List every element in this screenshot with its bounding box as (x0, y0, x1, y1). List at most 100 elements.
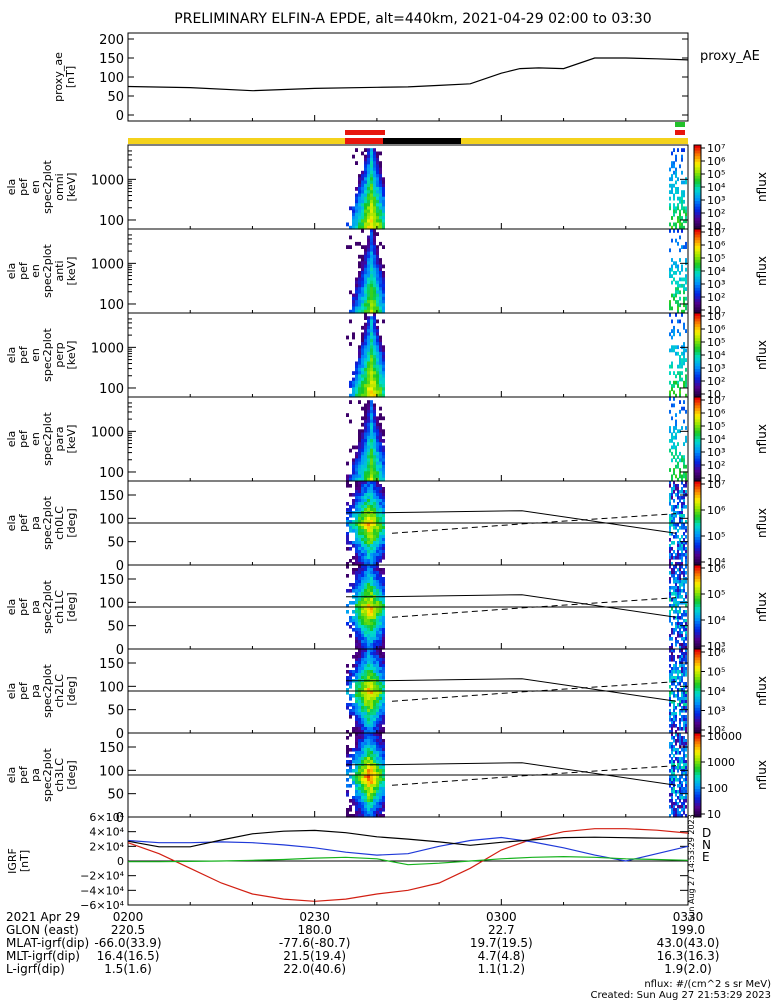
pa-ch2-tile (673, 724, 675, 728)
pa-ch2-tile (364, 658, 367, 662)
pa-ch3-tile (382, 808, 385, 812)
pa-ch0-tile (355, 553, 358, 557)
pa-ch2-tile (370, 691, 373, 695)
pa-ch0-tile (382, 505, 385, 509)
pa-ch3-tile (683, 778, 685, 782)
spec-omni-tile (376, 187, 379, 191)
pa-ch2-tile (683, 688, 685, 692)
pa-ch3-tile (685, 796, 687, 800)
spec-anti-tile (373, 280, 376, 285)
pa-ch2-tile (379, 691, 382, 695)
pa-ch0-ylabel-line-4: ch0LC (53, 506, 66, 540)
pa-ch3-colorbar-step (694, 744, 701, 748)
pa-ch1-tile (669, 589, 671, 593)
spec-para-tile (379, 461, 382, 466)
spec-para-tile (367, 448, 370, 453)
pa-ch1-colorbar-step (694, 567, 701, 572)
pa-ch0-tile (364, 562, 367, 566)
spec-omni-tile (671, 164, 673, 169)
spec-para-tile (376, 474, 379, 479)
pa-ch2-tile (364, 694, 367, 698)
spec-para-cb-label-3: 10⁴ (707, 433, 726, 446)
pa-ch2-tile (683, 670, 685, 674)
pa-ch0-tile (346, 562, 349, 566)
spec-anti-colorbar-step (694, 273, 701, 278)
spec-omni-tile (679, 219, 681, 224)
pa-ch2-tiles (346, 649, 687, 734)
spec-anti-tile (681, 245, 683, 249)
spec-para-tile (673, 435, 675, 440)
spec-anti-tile (376, 280, 379, 285)
pa-ch0-tile (681, 547, 683, 551)
pa-ch1-ylabel-line-3: spec2plot (41, 580, 54, 634)
spec-omni-tile (681, 196, 683, 201)
pa-ch0-tile (379, 547, 382, 551)
pa-ch3-tile (376, 778, 379, 782)
pa-ch1-tile (379, 592, 382, 596)
pa-ch1-tile (679, 574, 681, 578)
ae-ytick-label-3: 150 (99, 52, 124, 67)
spec-omni-tile (361, 190, 364, 194)
pa-ch2-tile (352, 706, 355, 710)
pa-ch3-tile (675, 739, 677, 743)
pa-ch1-tile (376, 631, 379, 635)
spec-omni-tile (373, 225, 376, 230)
spec-anti-tile (367, 306, 370, 311)
pa-ch0-tile (358, 520, 361, 524)
pa-ch0-tile (673, 484, 675, 488)
spec-perp-tile (364, 390, 367, 395)
pa-ch3-colorbar-step (694, 747, 701, 751)
spec-anti-tile (679, 296, 681, 301)
pa-ch1-tile (673, 565, 675, 569)
pa-ch0-tile (361, 481, 364, 485)
spec-anti-tile (355, 280, 358, 285)
pa-ch0-lc-solid (346, 510, 677, 534)
pa-ch1-tile (358, 580, 361, 584)
spec-anti-tile (669, 229, 671, 233)
spec-anti-tile (370, 235, 373, 240)
pa-ch1-tile (370, 631, 373, 635)
spec-perp-tile (685, 329, 687, 333)
pa-ch0-tile (669, 481, 671, 485)
spec-perp-tile (685, 374, 687, 379)
spec-omni-ylabel-line-1: pef (17, 177, 30, 196)
pa-ch2-colorbar-step (694, 685, 701, 689)
pa-ch1-tile (677, 640, 679, 644)
pa-ch0-tile (373, 562, 376, 566)
spec-perp-tile (379, 355, 382, 359)
spec-anti-tile (370, 287, 373, 291)
spec-anti-tile (361, 267, 364, 272)
spec-perp-tile (679, 387, 681, 392)
spec-omni-tile (669, 206, 671, 211)
pa-ch1-cb-label-2: 10⁵ (707, 588, 725, 601)
spec-anti-tile (376, 245, 379, 249)
pa-ch3-tile (373, 796, 376, 800)
pa-ch2-tile (679, 700, 681, 704)
spec-anti-tile (367, 258, 370, 262)
pa-ch0-tile (669, 529, 671, 533)
pa-ch0-tile (379, 496, 382, 500)
spec-para-tile (349, 474, 352, 479)
pa-ch1-lc-solid (346, 594, 677, 618)
spec-anti-tile (358, 290, 361, 295)
spec-anti-tile (367, 261, 370, 266)
spec-para-tile (373, 416, 376, 421)
spec-omni-tile (379, 219, 382, 224)
pa-ch0-tile (373, 496, 376, 500)
pa-ch3-tile (673, 784, 675, 788)
spec-para-tile (358, 448, 361, 453)
pa-ch2-tile (358, 691, 361, 695)
spec-anti-tile (376, 277, 379, 282)
spec-para-tile (382, 477, 385, 482)
pa-ch1-tile (355, 598, 358, 602)
pa-ch2-tile (376, 661, 379, 665)
spec-anti-colorbar-step (694, 293, 701, 297)
spec-anti-colorbar-step (694, 279, 701, 283)
pa-ch0-tile (352, 562, 355, 566)
pa-ch2-tile (681, 700, 683, 704)
pa-ch3-tile (364, 796, 367, 800)
spec-para-tile (673, 403, 675, 408)
pa-ch1-tile (679, 643, 681, 647)
spec-perp-tile (370, 325, 373, 330)
spec-para-tile (370, 439, 373, 443)
